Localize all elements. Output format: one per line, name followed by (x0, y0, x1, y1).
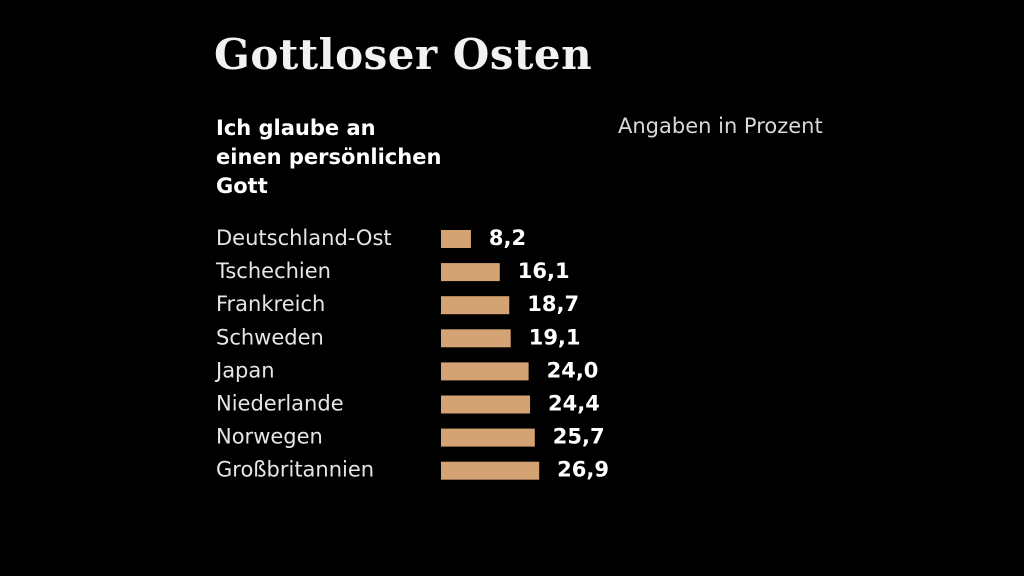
category-label: Norwegen (216, 425, 323, 449)
bar (441, 329, 511, 348)
value-label: 26,9 (557, 458, 609, 482)
value-label: 8,2 (489, 226, 526, 250)
bar (441, 230, 471, 248)
value-label: 16,1 (518, 259, 570, 283)
value-label: 25,7 (553, 425, 605, 449)
value-label: 19,1 (529, 325, 581, 349)
subtitle-line-2: einen persönlichen (216, 145, 442, 169)
value-label: 24,4 (548, 392, 600, 416)
category-label: Tschechien (215, 259, 331, 283)
chart-subtitle: Ich glaube an einen persönlichen Gott (216, 114, 516, 201)
category-label: Japan (214, 358, 275, 382)
bar (441, 362, 529, 381)
category-label: Schweden (216, 325, 324, 349)
value-label: 18,7 (527, 292, 579, 316)
category-label: Niederlande (216, 392, 344, 416)
category-label: Frankreich (216, 292, 325, 316)
subtitle-line-3: Gott (216, 174, 268, 198)
value-label: 24,0 (547, 358, 599, 382)
unit-note: Angaben in Prozent (618, 114, 823, 138)
bar (441, 296, 510, 315)
bar (441, 395, 531, 414)
category-label: Großbritannien (216, 458, 374, 482)
bar (441, 461, 540, 480)
bar (441, 263, 500, 282)
chart-title: Gottloser Osten (214, 30, 593, 79)
subtitle-line-1: Ich glaube an (216, 116, 376, 140)
bar (441, 428, 535, 447)
category-label: Deutschland-Ost (216, 226, 392, 250)
